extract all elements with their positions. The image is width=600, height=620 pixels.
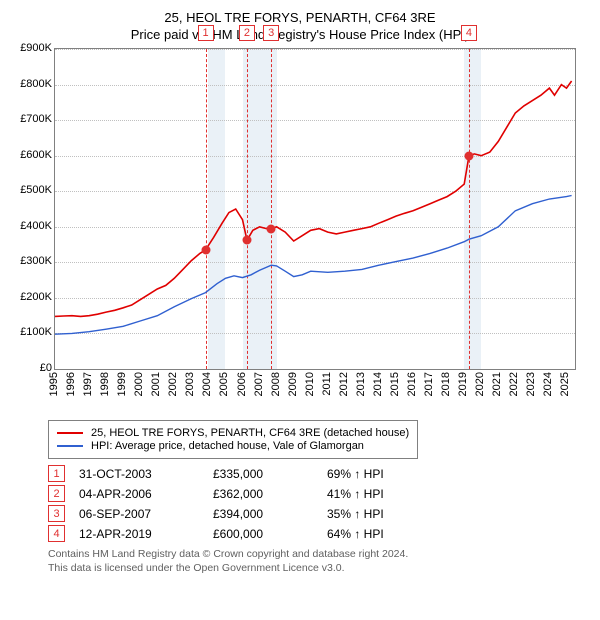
y-tick-label: £600K — [20, 149, 52, 161]
y-tick-label: £900K — [20, 42, 52, 54]
tx-date: 06-SEP-2007 — [79, 507, 199, 521]
tx-price: £335,000 — [213, 467, 313, 481]
footer-line2: This data is licensed under the Open Gov… — [48, 562, 590, 576]
x-tick-label: 2010 — [304, 372, 316, 396]
title-subtitle: Price paid vs. HM Land Registry's House … — [10, 27, 590, 42]
footer-attribution: Contains HM Land Registry data © Crown c… — [48, 548, 590, 575]
tx-marker-box: 2 — [239, 25, 255, 41]
y-tick-label: £700K — [20, 113, 52, 125]
tx-row: 1 31-OCT-2003 £335,000 69% ↑ HPI — [48, 465, 590, 482]
x-tick-label: 1999 — [116, 372, 128, 396]
x-tick-label: 2009 — [287, 372, 299, 396]
tx-dot — [267, 224, 276, 233]
tx-price: £394,000 — [213, 507, 313, 521]
x-tick-label: 2007 — [253, 372, 265, 396]
x-tick-label: 1997 — [82, 372, 94, 396]
x-tick-label: 2025 — [559, 372, 571, 396]
tx-row: 2 04-APR-2006 £362,000 41% ↑ HPI — [48, 485, 590, 502]
x-tick-label: 2024 — [542, 372, 554, 396]
y-axis: £0£100K£200K£300K£400K£500K£600K£700K£80… — [10, 48, 54, 368]
tx-number-box: 1 — [48, 465, 65, 482]
x-tick-label: 2005 — [218, 372, 230, 396]
title-address: 25, HEOL TRE FORYS, PENARTH, CF64 3RE — [10, 10, 590, 25]
x-tick-label: 2004 — [201, 372, 213, 396]
tx-diff: 64% ↑ HPI — [327, 527, 427, 541]
legend: 25, HEOL TRE FORYS, PENARTH, CF64 3RE (d… — [48, 420, 418, 459]
x-tick-label: 2016 — [406, 372, 418, 396]
tx-price: £362,000 — [213, 487, 313, 501]
tx-diff: 35% ↑ HPI — [327, 507, 427, 521]
tx-diff: 41% ↑ HPI — [327, 487, 427, 501]
tx-diff: 69% ↑ HPI — [327, 467, 427, 481]
tx-price: £600,000 — [213, 527, 313, 541]
chart-area: £0£100K£200K£300K£400K£500K£600K£700K£80… — [10, 48, 590, 418]
tx-marker-box: 3 — [263, 25, 279, 41]
y-tick-label: £200K — [20, 291, 52, 303]
tx-row: 4 12-APR-2019 £600,000 64% ↑ HPI — [48, 525, 590, 542]
tx-marker-box: 4 — [461, 25, 477, 41]
tx-marker-box: 1 — [198, 25, 214, 41]
tx-number-box: 4 — [48, 525, 65, 542]
x-tick-label: 2000 — [133, 372, 145, 396]
tx-date: 31-OCT-2003 — [79, 467, 199, 481]
x-tick-label: 2001 — [150, 372, 162, 396]
x-tick-label: 2017 — [423, 372, 435, 396]
x-tick-label: 1995 — [48, 372, 60, 396]
x-tick-label: 2006 — [236, 372, 248, 396]
tx-number-box: 3 — [48, 505, 65, 522]
tx-dot — [464, 151, 473, 160]
x-tick-label: 1998 — [99, 372, 111, 396]
line-layer — [55, 49, 575, 369]
plot-area: 1234 — [54, 48, 576, 370]
legend-swatch — [57, 445, 83, 447]
legend-label: 25, HEOL TRE FORYS, PENARTH, CF64 3RE (d… — [91, 427, 409, 439]
legend-label: HPI: Average price, detached house, Vale… — [91, 440, 364, 452]
y-tick-label: £100K — [20, 326, 52, 338]
transaction-table: 1 31-OCT-2003 £335,000 69% ↑ HPI 2 04-APR-200… — [48, 465, 590, 542]
x-tick-label: 2023 — [525, 372, 537, 396]
x-tick-label: 2020 — [474, 372, 486, 396]
y-tick-label: £300K — [20, 255, 52, 267]
y-tick-label: £400K — [20, 220, 52, 232]
x-tick-label: 2008 — [270, 372, 282, 396]
x-tick-label: 2014 — [372, 372, 384, 396]
tx-date: 04-APR-2006 — [79, 487, 199, 501]
chart-container: { "title_line1": "25, HEOL TRE FORYS, PE… — [0, 0, 600, 620]
x-tick-label: 2003 — [184, 372, 196, 396]
x-tick-label: 2015 — [389, 372, 401, 396]
footer-line1: Contains HM Land Registry data © Crown c… — [48, 548, 590, 562]
tx-row: 3 06-SEP-2007 £394,000 35% ↑ HPI — [48, 505, 590, 522]
x-tick-label: 2002 — [167, 372, 179, 396]
series-hpi — [55, 196, 572, 335]
y-tick-label: £800K — [20, 78, 52, 90]
x-tick-label: 2021 — [491, 372, 503, 396]
x-tick-label: 1996 — [65, 372, 77, 396]
x-tick-label: 2019 — [457, 372, 469, 396]
tx-date: 12-APR-2019 — [79, 527, 199, 541]
title-block: 25, HEOL TRE FORYS, PENARTH, CF64 3RE Pr… — [10, 10, 590, 42]
tx-dot — [242, 236, 251, 245]
x-tick-label: 2013 — [355, 372, 367, 396]
x-tick-label: 2011 — [321, 372, 333, 396]
y-tick-label: £500K — [20, 184, 52, 196]
tx-number-box: 2 — [48, 485, 65, 502]
x-tick-label: 2012 — [338, 372, 350, 396]
tx-dot — [201, 245, 210, 254]
series-price_paid — [55, 81, 572, 316]
x-tick-label: 2022 — [508, 372, 520, 396]
x-axis: 1995199619971998199920002001200220032004… — [54, 370, 574, 418]
legend-row: HPI: Average price, detached house, Vale… — [57, 440, 409, 452]
legend-swatch — [57, 432, 83, 434]
x-tick-label: 2018 — [440, 372, 452, 396]
legend-row: 25, HEOL TRE FORYS, PENARTH, CF64 3RE (d… — [57, 427, 409, 439]
